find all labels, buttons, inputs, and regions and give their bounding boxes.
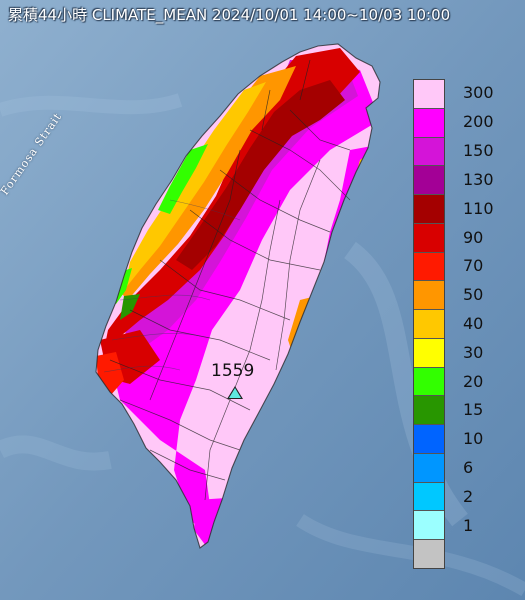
legend-label: 40 (463, 314, 484, 333)
legend-label: 1 (463, 515, 474, 535)
legend-label: 150 (463, 141, 494, 161)
legend-swatch (414, 425, 444, 454)
legend-label: 30 (463, 342, 484, 362)
legend-swatch (414, 482, 444, 512)
legend-label: 300 (463, 83, 494, 103)
legend-label: 15 (463, 400, 484, 420)
rainfall-legend (413, 79, 445, 569)
legend-swatch (414, 281, 444, 311)
legend-label: 110 (463, 198, 494, 218)
legend-swatch (414, 367, 444, 397)
legend-swatch (414, 166, 444, 196)
legend-swatch (414, 223, 444, 253)
legend-swatch (414, 511, 444, 541)
legend-swatch (414, 80, 444, 109)
max-rainfall-value: 1559 (211, 361, 255, 381)
legend-swatch (414, 540, 444, 569)
legend-label: 130 (463, 169, 494, 189)
legend-swatch (414, 310, 444, 339)
map-title: 累積44小時 CLIMATE_MEAN 2024/10/01 14:00~10/… (8, 6, 451, 24)
legend-swatch (414, 252, 444, 282)
legend-swatch (414, 108, 444, 138)
legend-label: 10 (463, 429, 484, 449)
legend-swatch (414, 195, 444, 224)
legend-swatch (414, 396, 444, 426)
legend-label: 70 (463, 256, 484, 276)
rainfall-legend-labels: 300 200 150 130 110 90 70 50 40 30 20 15 10 6 2 1 (463, 79, 523, 569)
legend-swatch (414, 338, 444, 368)
legend-label: 20 (463, 371, 484, 391)
legend-swatch (414, 137, 444, 167)
legend-label: 90 (463, 227, 484, 247)
legend-label: 2 (463, 486, 474, 506)
legend-swatch (414, 453, 444, 483)
legend-label: 50 (463, 285, 484, 305)
legend-label: 6 (463, 458, 474, 478)
legend-label: 200 (463, 112, 494, 132)
max-rainfall-marker-icon (227, 386, 243, 399)
